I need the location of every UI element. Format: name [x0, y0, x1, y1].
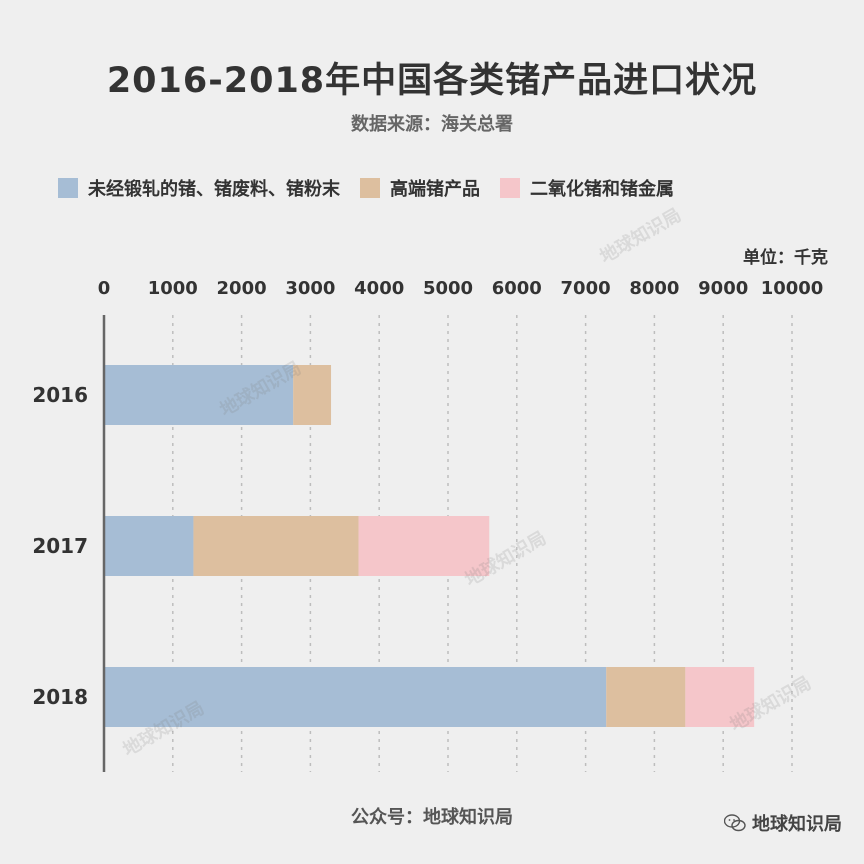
legend-swatch-series-2 — [360, 178, 380, 198]
bar-3 — [685, 667, 755, 727]
y-category-label: 2016 — [32, 383, 88, 407]
x-tick-label: 9000 — [698, 278, 748, 299]
legend-swatch-series-3 — [500, 178, 520, 198]
x-tick-label: 4000 — [354, 278, 404, 299]
x-tick-label: 2000 — [217, 278, 267, 299]
x-tick-label: 1000 — [148, 278, 198, 299]
bar-1 — [104, 365, 294, 425]
legend-label-series-2: 高端锗产品 — [390, 179, 480, 200]
x-tick-label: 0 — [98, 278, 111, 299]
chart-title: 2016-2018年中国各类锗产品进口状况 — [106, 61, 758, 101]
y-category-label: 2017 — [32, 534, 88, 558]
brand-badge: 地球知识局 — [724, 810, 842, 836]
x-tick-label: 8000 — [629, 278, 679, 299]
legend-label-series-1: 未经锻轧的锗、锗废料、锗粉末 — [88, 179, 340, 200]
legend-swatch-series-1 — [58, 178, 78, 198]
bar-1 — [104, 667, 607, 727]
y-category-label: 2018 — [32, 685, 88, 709]
unit-label: 单位：千克 — [743, 248, 828, 268]
bar-3 — [358, 516, 490, 576]
legend-item-series-3: 二氧化锗和锗金属 — [500, 175, 674, 201]
legend-label-series-3: 二氧化锗和锗金属 — [530, 179, 674, 200]
brand-name: 地球知识局 — [752, 814, 842, 835]
legend-item-series-1: 未经锻轧的锗、锗废料、锗粉末 — [58, 175, 340, 201]
x-tick-label: 3000 — [285, 278, 335, 299]
bar-2 — [293, 365, 332, 425]
bar-2 — [193, 516, 359, 576]
x-tick-label: 5000 — [423, 278, 473, 299]
legend: 未经锻轧的锗、锗废料、锗粉末 高端锗产品 二氧化锗和锗金属 — [58, 173, 694, 203]
chart-subtitle: 数据来源：海关总署 — [351, 114, 513, 135]
bar-2 — [606, 667, 686, 727]
footer-source: 公众号：地球知识局 — [351, 807, 513, 828]
x-tick-label: 10000 — [761, 278, 824, 299]
legend-item-series-2: 高端锗产品 — [360, 175, 480, 201]
x-tick-label: 6000 — [492, 278, 542, 299]
bar-1 — [104, 516, 194, 576]
wechat-icon — [724, 814, 746, 832]
x-tick-label: 7000 — [561, 278, 611, 299]
